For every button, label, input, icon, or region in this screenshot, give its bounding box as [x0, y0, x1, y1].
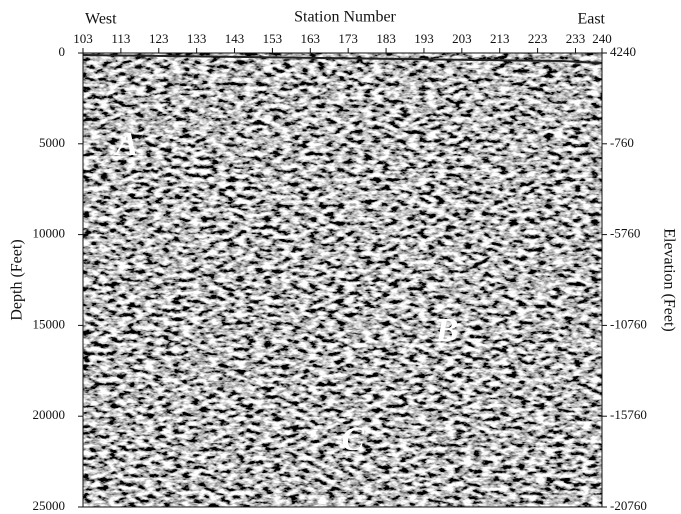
y-tick-label: 20000 — [33, 407, 66, 422]
annotation: C — [342, 421, 365, 458]
chart-title: Station Number — [294, 9, 396, 26]
x-tick-label: 240 — [592, 31, 612, 46]
annotation: A — [114, 126, 139, 163]
east-label: East — [577, 11, 605, 28]
y2-tick-label: 4240 — [610, 44, 636, 59]
x-tick-label: 163 — [301, 31, 321, 46]
y-tick-label: 5000 — [39, 135, 65, 150]
y-tick-label: 25000 — [33, 498, 66, 513]
y2-tick-label: -5760 — [610, 226, 640, 241]
y-axis-label: Depth (Feet) — [9, 239, 26, 320]
plot-frame — [82, 52, 603, 508]
y-tick-label: 10000 — [33, 226, 66, 241]
x-tick-label: 233 — [566, 31, 586, 46]
x-tick-label: 173 — [338, 31, 358, 46]
x-tick-label: 223 — [528, 31, 548, 46]
y2-axis-label: Elevation (Feet) — [660, 228, 677, 332]
seismic-section — [83, 53, 602, 507]
x-tick-label: 123 — [149, 31, 169, 46]
west-label: West — [85, 11, 117, 28]
x-tick-label: 103 — [73, 31, 93, 46]
y2-tick-label: -20760 — [610, 498, 647, 513]
x-tick-label: 193 — [414, 31, 434, 46]
annotation: B — [435, 312, 459, 349]
x-tick-label: 183 — [376, 31, 396, 46]
y2-tick-label: -760 — [610, 135, 634, 150]
y2-tick-label: -15760 — [610, 407, 647, 422]
y-tick-label: 15000 — [33, 316, 66, 331]
x-tick-label: 133 — [187, 31, 207, 46]
x-tick-label: 113 — [111, 31, 130, 46]
x-tick-label: 143 — [225, 31, 245, 46]
x-tick-label: 213 — [490, 31, 510, 46]
y2-tick-label: -10760 — [610, 316, 647, 331]
x-tick-label: 203 — [452, 31, 472, 46]
surface-line — [82, 54, 603, 64]
y-tick-label: 0 — [59, 44, 66, 59]
x-tick-label: 153 — [263, 31, 283, 46]
